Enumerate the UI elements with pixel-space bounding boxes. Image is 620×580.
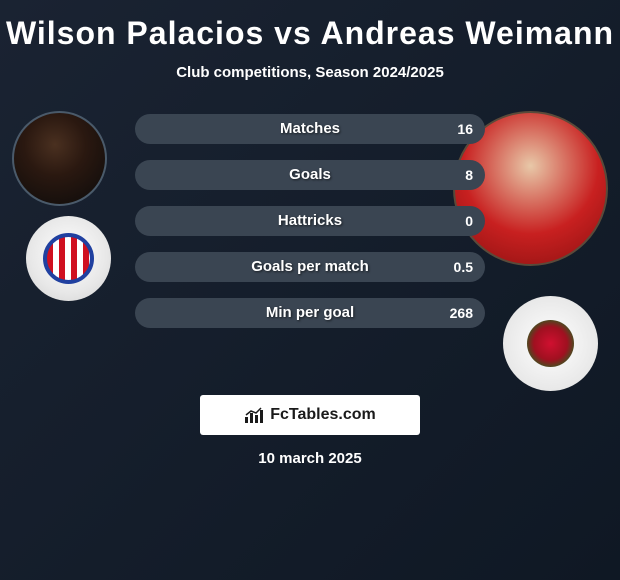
stat-label: Min per goal [135,295,485,331]
stat-row-matches: Matches 16 [135,111,485,147]
page-title: Wilson Palacios vs Andreas Weimann [0,0,620,52]
right-value: 16 [457,111,473,147]
comparison-area: Matches 16 Goals 8 Hattricks 0 Goals per… [0,111,620,411]
chart-icon [244,407,264,423]
page-subtitle: Club competitions, Season 2024/2025 [0,64,620,81]
stat-bars: Matches 16 Goals 8 Hattricks 0 Goals per… [135,111,485,341]
left-club-badge [26,216,111,301]
stat-row-mpg: Min per goal 268 [135,295,485,331]
stat-label: Goals per match [135,249,485,285]
stat-label: Hattricks [135,203,485,239]
right-value: 0 [465,203,473,239]
stat-label: Goals [135,157,485,193]
footer-date: 10 march 2025 [0,450,620,467]
left-player-avatar [12,111,107,206]
right-club-badge [503,296,598,391]
stat-row-goals: Goals 8 [135,157,485,193]
branding-box[interactable]: FcTables.com [200,395,420,435]
blackburn-crest-icon [527,320,575,368]
stoke-crest-icon [43,233,94,284]
stat-row-hattricks: Hattricks 0 [135,203,485,239]
right-value: 8 [465,157,473,193]
branding-text: FcTables.com [270,406,376,424]
stat-row-gpm: Goals per match 0.5 [135,249,485,285]
right-value: 0.5 [454,249,473,285]
right-value: 268 [450,295,473,331]
stat-label: Matches [135,111,485,147]
